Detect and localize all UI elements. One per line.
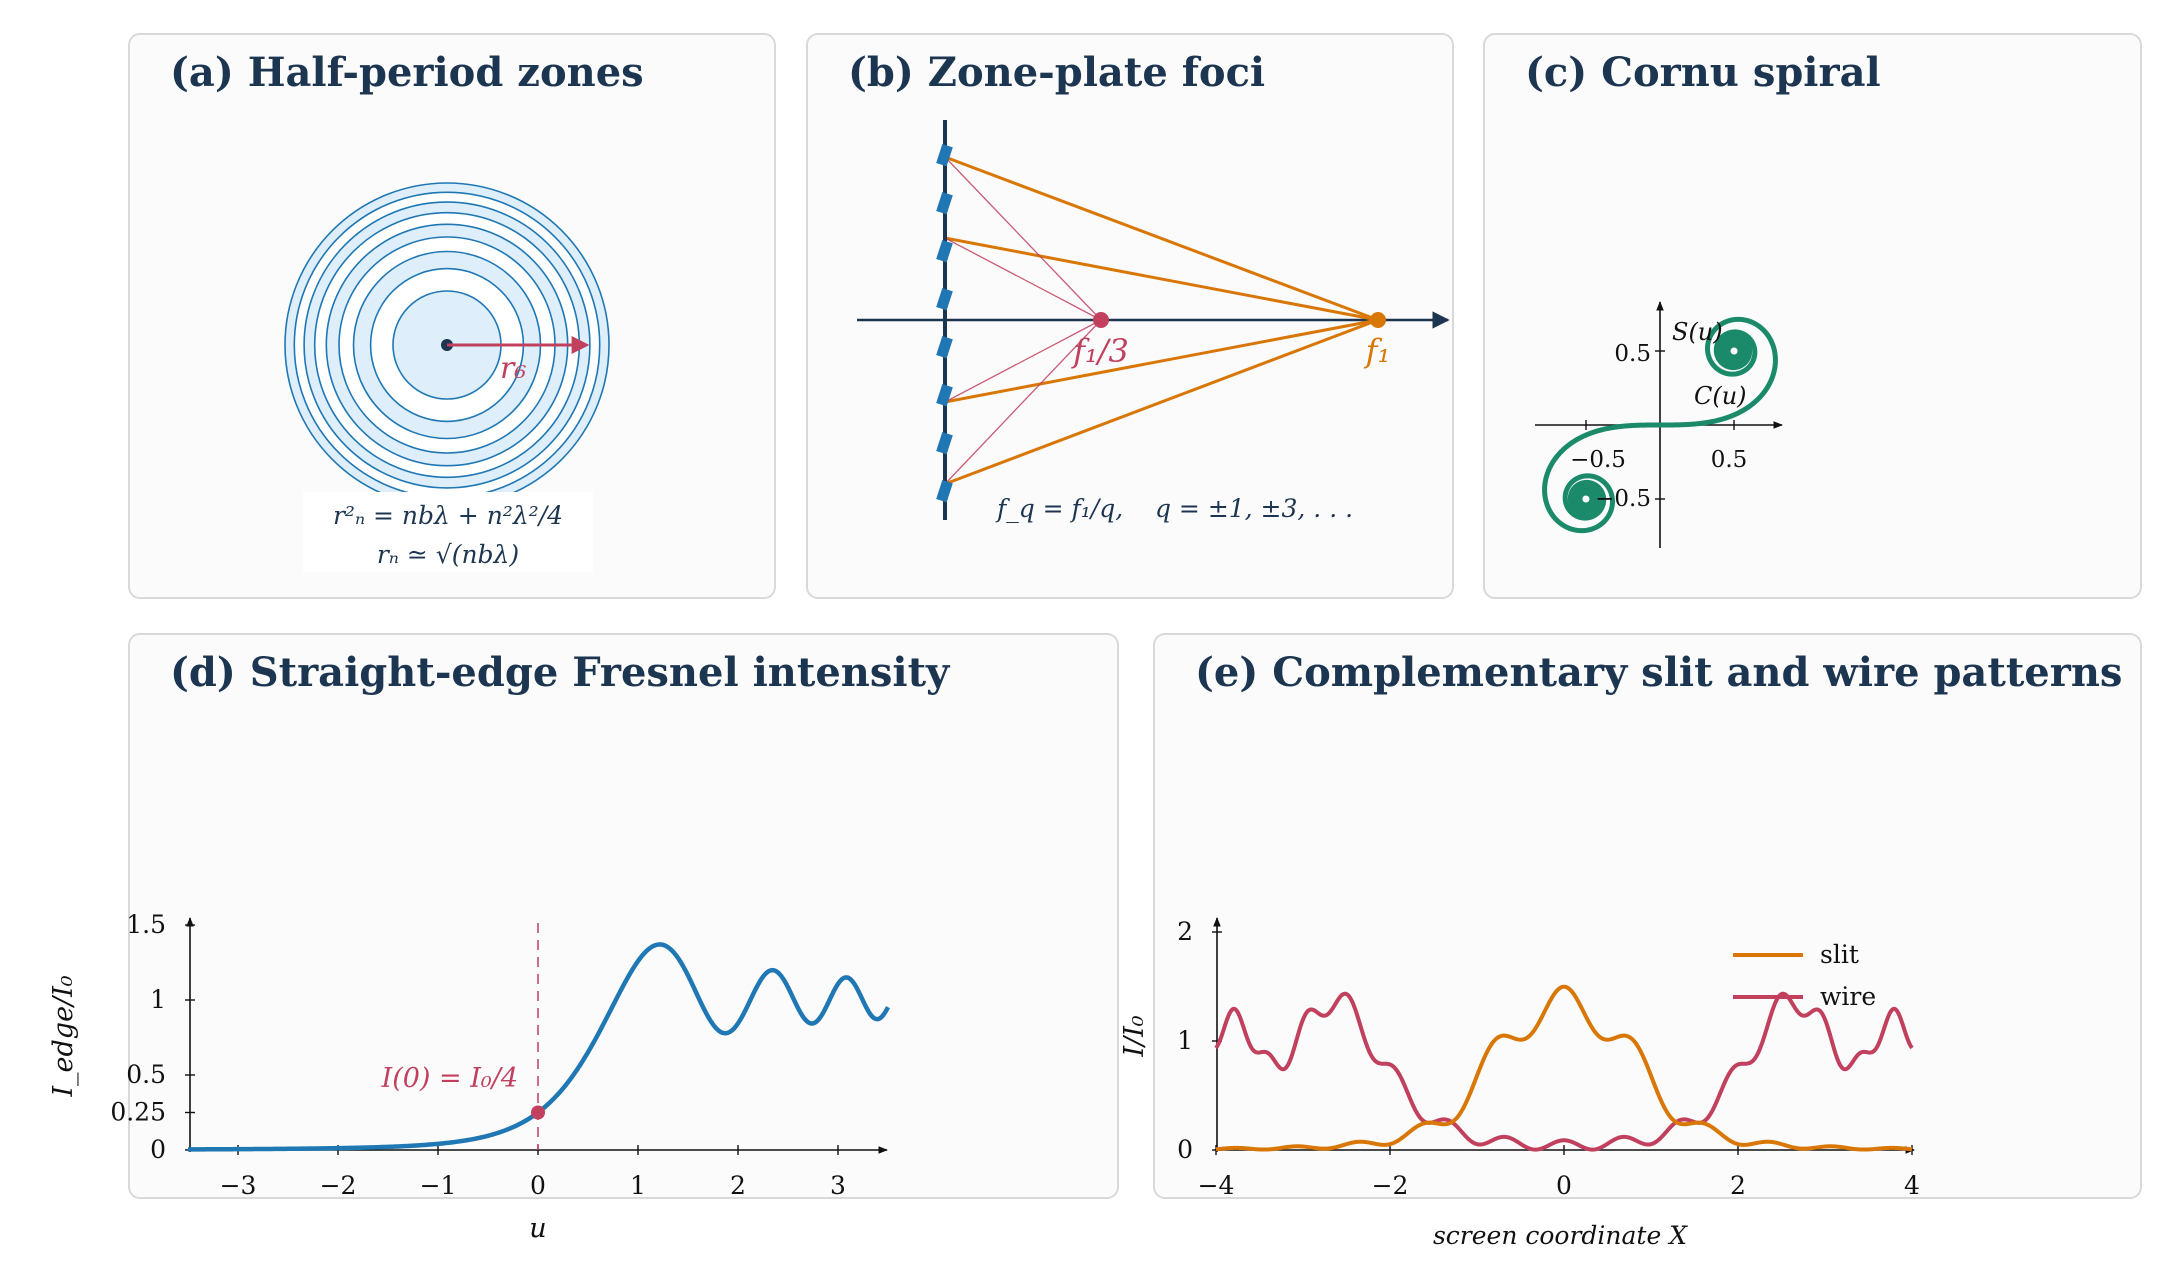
focus-third-dot bbox=[1093, 312, 1109, 328]
edge-x-tick-label: 2 bbox=[730, 1171, 746, 1200]
first-order-ray bbox=[944, 318, 1379, 486]
edge-zero-point bbox=[531, 1105, 545, 1120]
focus-third-label: f₁/3 bbox=[1071, 332, 1129, 370]
zone-plate-segment bbox=[936, 143, 953, 167]
edge-x-tick-label: −3 bbox=[220, 1171, 257, 1200]
panel-b-title: (b) Zone-plate foci bbox=[848, 49, 1266, 96]
zone-plate-segment bbox=[936, 287, 953, 311]
edge-x-tick-label: 3 bbox=[830, 1171, 846, 1200]
sw-y-label: I/I₀ bbox=[1119, 1015, 1150, 1057]
third-order-ray bbox=[944, 319, 1102, 403]
sw-x-ticks: −4 −2 0 2 4 bbox=[1198, 1145, 1920, 1200]
edge-y-label: I_edge/I₀ bbox=[48, 975, 79, 1097]
wire-intensity-line bbox=[1214, 991, 1914, 1152]
edge-x-label: u bbox=[529, 1213, 546, 1244]
edge-x-tick-label: 0 bbox=[530, 1171, 546, 1200]
panel-slit-wire: (e) Complementary slit and wire patterns bbox=[1153, 633, 2142, 1199]
edge-x-ticks: −3 −2 −1 0 1 2 3 bbox=[220, 1145, 846, 1200]
focus-primary-dot bbox=[1370, 312, 1386, 328]
zone-plate-segment bbox=[936, 191, 953, 215]
focus-formula: f_q = f₁/q, q = ±1, ±3, . . . bbox=[995, 494, 1353, 523]
panel-d-title: (d) Straight-edge Fresnel intensity bbox=[170, 649, 950, 696]
cornu-x-tick-pos: 0.5 bbox=[1711, 447, 1748, 473]
sw-x-tick-label: 0 bbox=[1556, 1171, 1572, 1200]
zone-plate-segment bbox=[936, 431, 953, 455]
sw-y-tick-label: 2 bbox=[1177, 917, 1193, 946]
sw-x-tick-label: 2 bbox=[1730, 1171, 1746, 1200]
zone-formula-2: rₙ ≃ √(nbλ) bbox=[377, 540, 519, 569]
focus-rays bbox=[944, 155, 1379, 486]
edge-intensity-chart: −3 −2 −1 0 1 2 3 0 0.25 0.5 1 1.5 I(0) = I₀/4 u I_… bbox=[48, 910, 890, 1244]
cornu-x-label: C(u) bbox=[1694, 382, 1747, 410]
panel-c-title: (c) Cornu spiral bbox=[1525, 49, 1881, 96]
sw-y-ticks: 0 1 2 bbox=[1177, 917, 1222, 1164]
legend-slit-label: slit bbox=[1820, 940, 1859, 969]
zone-plate-segment bbox=[936, 239, 953, 263]
edge-annotation: I(0) = I₀/4 bbox=[381, 1063, 518, 1094]
third-order-ray bbox=[944, 156, 1102, 321]
zone-formula-1: r²ₙ = nbλ + n²λ²/4 bbox=[333, 501, 563, 530]
panel-a-title: (a) Half-period zones bbox=[170, 49, 644, 96]
focus-primary-label: f₁ bbox=[1364, 332, 1391, 370]
slit-wire-chart: −4 −2 0 2 4 0 1 2 slit wire screen coordinate … bbox=[1119, 917, 1920, 1250]
edge-y-tick-label: 1.5 bbox=[126, 910, 166, 939]
cornu-ticks bbox=[1585, 350, 1735, 500]
third-order-ray bbox=[944, 319, 1102, 485]
sw-x-label: screen coordinate X bbox=[1433, 1221, 1688, 1250]
edge-y-tick-label: 0.25 bbox=[110, 1098, 166, 1127]
slit-intensity-line bbox=[1215, 984, 1913, 1152]
zone-plate-segment bbox=[936, 335, 953, 359]
legend-wire-label: wire bbox=[1820, 982, 1876, 1011]
edge-y-tick-label: 1 bbox=[150, 985, 166, 1014]
sw-x-tick-label: 4 bbox=[1904, 1171, 1920, 1200]
sw-x-tick-label: −2 bbox=[1372, 1171, 1409, 1200]
edge-x-tick-label: −2 bbox=[320, 1171, 357, 1200]
cornu-x-tick-neg: −0.5 bbox=[1570, 447, 1626, 473]
edge-y-tick-label: 0 bbox=[150, 1135, 166, 1164]
edge-x-tick-label: 1 bbox=[630, 1171, 646, 1200]
sw-x-tick-label: −4 bbox=[1198, 1171, 1235, 1200]
first-order-ray bbox=[944, 236, 1379, 322]
cornu-y-tick-pos: 0.5 bbox=[1614, 341, 1651, 367]
zone-plate-segment bbox=[936, 383, 953, 407]
radius-label: r₆ bbox=[500, 351, 526, 386]
zone-plate-segment bbox=[936, 479, 953, 503]
sw-y-tick-label: 0 bbox=[1177, 1135, 1193, 1164]
cornu-y-label: S(u) bbox=[1672, 318, 1723, 346]
edge-x-tick-label: −1 bbox=[420, 1171, 457, 1200]
edge-y-ticks: 0 0.25 0.5 1 1.5 bbox=[110, 910, 195, 1164]
edge-y-tick-label: 0.5 bbox=[126, 1060, 166, 1089]
cornu-spiral-curve bbox=[1542, 316, 1778, 534]
third-order-ray bbox=[944, 237, 1102, 321]
zone-plate-marks bbox=[936, 143, 953, 503]
panel-zone-plate-foci: (b) Zone-plate foci bbox=[806, 33, 1454, 599]
panel-straight-edge: (d) Straight-edge Fresnel intensity bbox=[128, 633, 1119, 1199]
first-order-ray bbox=[944, 155, 1379, 322]
first-order-ray bbox=[944, 318, 1379, 404]
sw-y-tick-label: 1 bbox=[1177, 1026, 1193, 1055]
panel-e-title: (e) Complementary slit and wire patterns bbox=[1195, 649, 2123, 696]
formula-box bbox=[303, 492, 593, 572]
cornu-y-tick-neg: −0.5 bbox=[1595, 486, 1651, 512]
